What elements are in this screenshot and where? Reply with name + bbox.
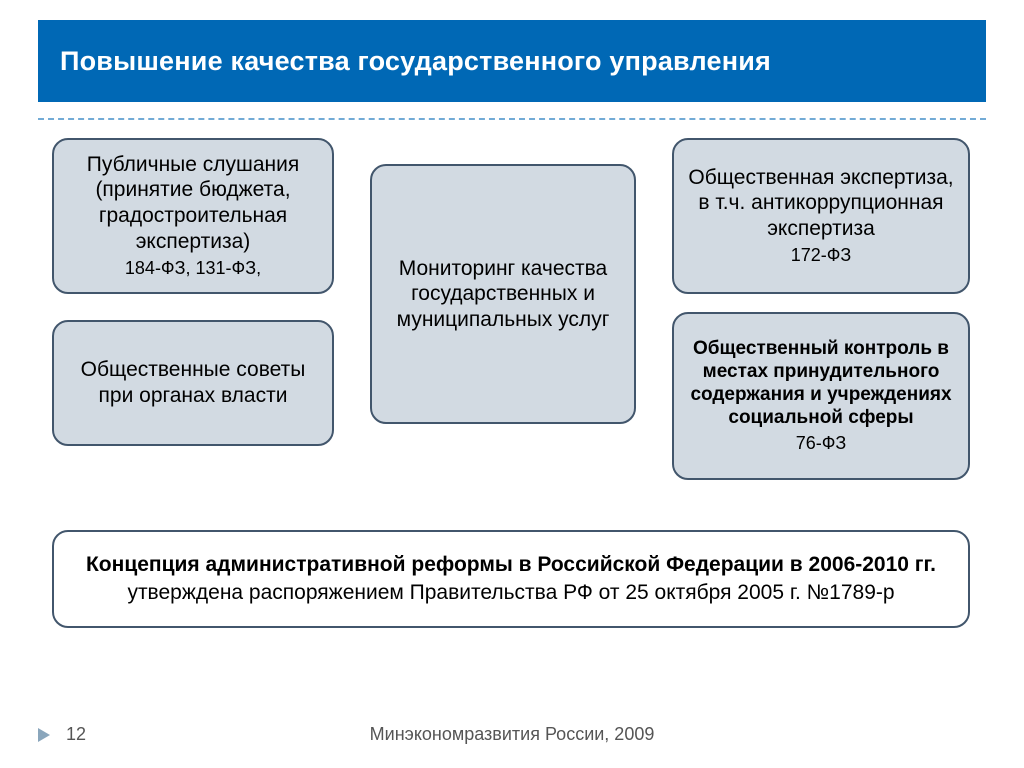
- box-expertise-sub: 172-ФЗ: [791, 245, 852, 267]
- box-concept-line2: утверждена распоряжением Правительства Р…: [127, 580, 894, 606]
- footer: 12 Минэкономразвития России, 2009: [0, 724, 1024, 752]
- box-councils: Общественные советы при органах власти: [52, 320, 334, 446]
- divider-dashed: [38, 118, 986, 120]
- footer-org: Минэкономразвития России, 2009: [0, 724, 1024, 745]
- box-expertise-main: Общественная экспертиза, в т.ч. антикорр…: [688, 165, 954, 242]
- box-control-main: Общественный контроль в местах принудите…: [688, 337, 954, 430]
- slide-title: Повышение качества государственного упра…: [60, 46, 771, 77]
- box-concept-line1: Концепция административной реформы в Рос…: [86, 552, 936, 578]
- box-public-hearings: Публичные слушания (принятие бюджета, гр…: [52, 138, 334, 294]
- box-monitoring: Мониторинг качества государственных и му…: [370, 164, 636, 424]
- box-monitoring-main: Мониторинг качества государственных и му…: [386, 256, 620, 333]
- box-control-sub: 76-ФЗ: [796, 433, 847, 455]
- title-bar: Повышение качества государственного упра…: [38, 20, 986, 102]
- slide: Повышение качества государственного упра…: [0, 0, 1024, 768]
- box-public-hearings-main: Публичные слушания (принятие бюджета, гр…: [68, 152, 318, 254]
- box-control: Общественный контроль в местах принудите…: [672, 312, 970, 480]
- box-public-hearings-sub: 184-ФЗ, 131-ФЗ,: [125, 258, 261, 280]
- box-concept: Концепция административной реформы в Рос…: [52, 530, 970, 628]
- box-councils-main: Общественные советы при органах власти: [68, 357, 318, 408]
- box-expertise: Общественная экспертиза, в т.ч. антикорр…: [672, 138, 970, 294]
